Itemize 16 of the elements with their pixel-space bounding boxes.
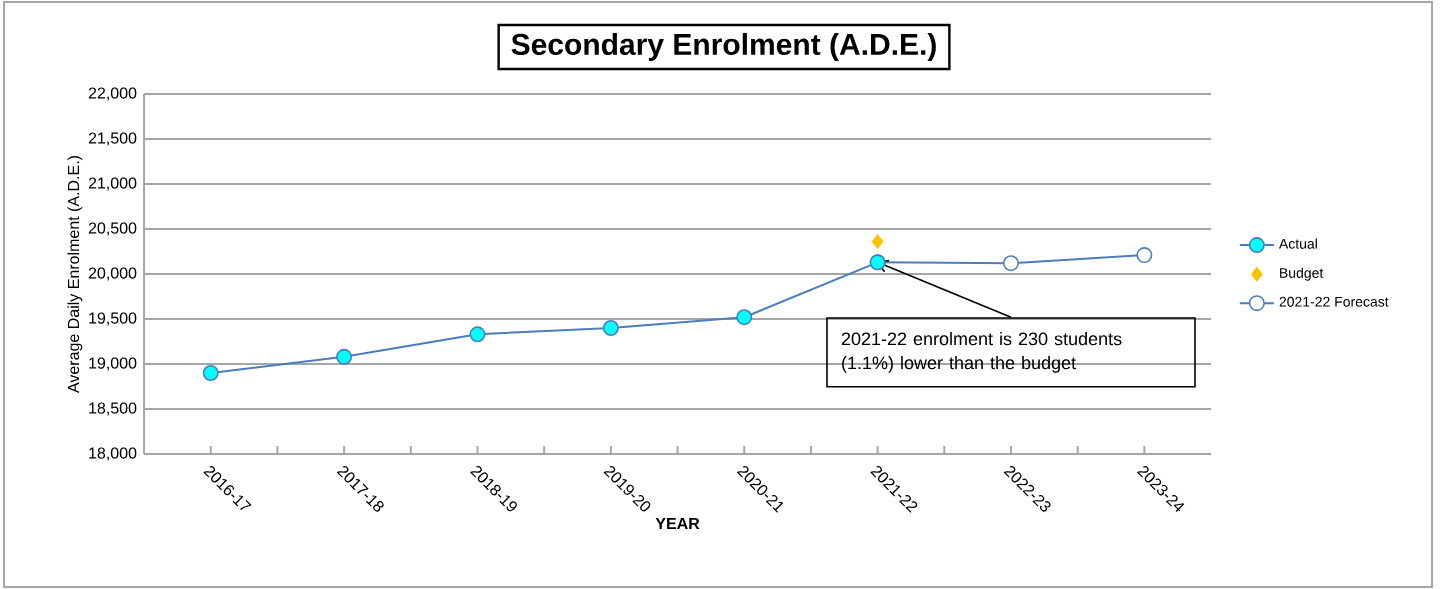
y-tick-label: 18,500	[89, 402, 137, 416]
y-tick-label: 18,000	[89, 447, 137, 461]
y-tick-label: 22,000	[88, 87, 137, 101]
legend-label: 2021-22 Forecast	[1279, 296, 1389, 307]
y-tick-label: 19,500	[89, 312, 137, 326]
x-axis-title: YEAR	[655, 518, 700, 530]
chart-title: Secondary Enrolment (A.D.E.)	[511, 33, 936, 61]
y-tick-label: 21,500	[88, 132, 137, 146]
y-tick-label: 21,000	[88, 177, 137, 191]
y-tick-label: 20,000	[88, 267, 137, 281]
y-tick-label: 19,000	[89, 357, 137, 371]
annotation: 2021-22 enrolment is 230 students (1.1%) lower than the budget	[841, 331, 1122, 373]
y-axis-title: Average Daily Enrolment (A.D.E.)	[67, 156, 83, 393]
legend-label: Budget	[1280, 267, 1324, 281]
y-tick-label: 20,500	[88, 222, 137, 236]
legend-label: Actual	[1278, 238, 1317, 249]
